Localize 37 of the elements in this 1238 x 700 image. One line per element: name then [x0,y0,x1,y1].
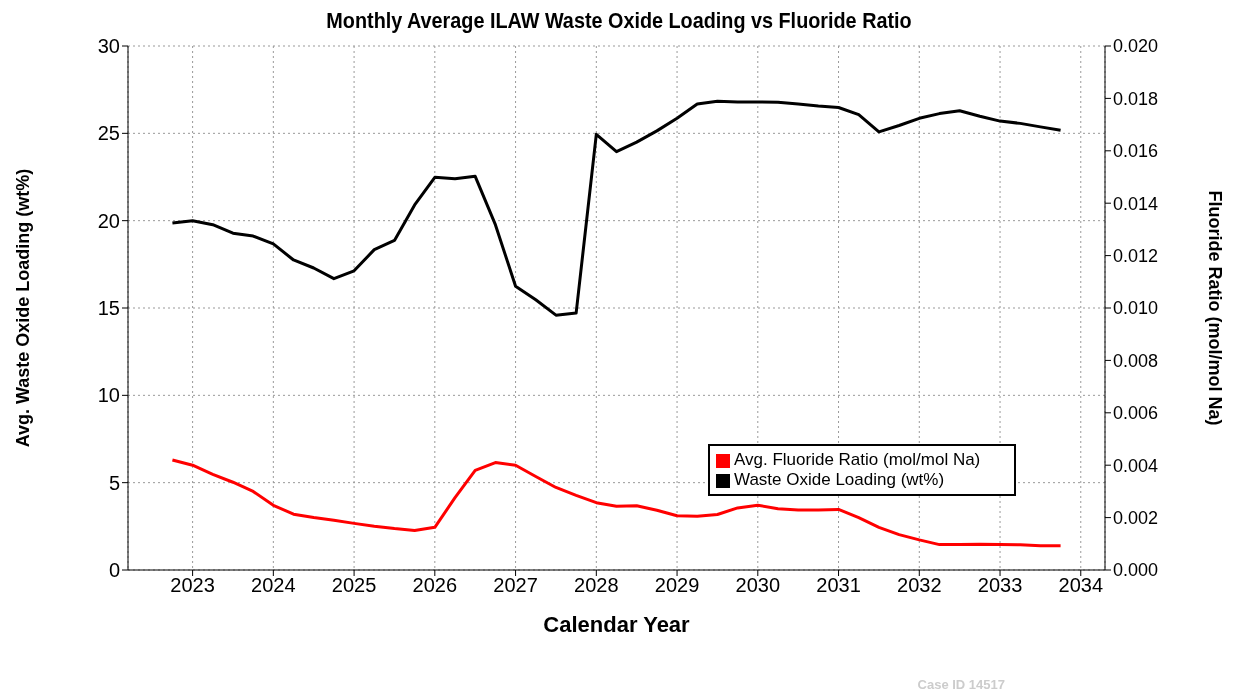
x-axis-title: Calendar Year [543,612,691,637]
y2-tick-label: 0.014 [1113,193,1159,214]
chart-title: Monthly Average ILAW Waste Oxide Loading vs Fluoride Ratio [325,8,913,34]
y2-axis-title: Fluoride Ratio (mol/mol Na) [1204,190,1225,426]
y-tick-label: 0 [108,559,120,582]
x-tick-label: 2025 [331,574,377,597]
y-tick-label: 15 [97,297,120,320]
x-tick-label: 2030 [735,574,781,597]
y-tick-label: 30 [97,35,120,58]
y-tick-label: 5 [108,471,120,494]
y2-tick-label: 0.020 [1113,36,1159,57]
x-tick-label: 2031 [816,574,861,597]
x-tick-label: 2032 [897,574,942,597]
x-tick-label: 2028 [574,574,619,597]
x-tick-label: 2023 [170,574,215,597]
y2-tick-label: 0.004 [1113,455,1159,476]
y2-tick-label: 0.002 [1113,507,1159,528]
y2-tick-label: 0.000 [1113,560,1159,581]
y-tick-label: 20 [97,209,120,232]
x-tick-label: 2027 [493,574,538,597]
x-tick-label: 2029 [654,574,700,597]
y-axis-title: Avg. Waste Oxide Loading (wt%) [13,168,34,448]
x-tick-label: 2026 [412,574,458,597]
y-tick-label: 25 [97,122,120,145]
x-tick-label: 2024 [251,574,296,597]
y2-tick-label: 0.012 [1113,245,1159,266]
y2-tick-label: 0.008 [1113,350,1159,371]
y2-tick-label: 0.018 [1113,88,1159,109]
line-series [170,99,1063,317]
y2-tick-label: 0.006 [1113,403,1159,424]
x-tick-label: 2034 [1058,574,1104,597]
legend-label: Waste Oxide Loading (wt%) [734,470,945,489]
y2-tick-label: 0.010 [1113,298,1159,319]
y2-tick-label: 0.016 [1113,141,1159,162]
y-tick-label: 10 [97,384,120,407]
legend-label: Avg. Fluoride Ratio (mol/mol Na) [734,450,981,469]
x-tick-label: 2033 [977,574,1023,597]
